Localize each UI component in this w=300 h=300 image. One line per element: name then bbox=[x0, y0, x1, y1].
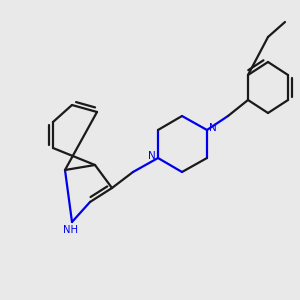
Text: N: N bbox=[209, 123, 217, 133]
Text: NH: NH bbox=[63, 225, 78, 236]
Text: N: N bbox=[148, 151, 156, 160]
